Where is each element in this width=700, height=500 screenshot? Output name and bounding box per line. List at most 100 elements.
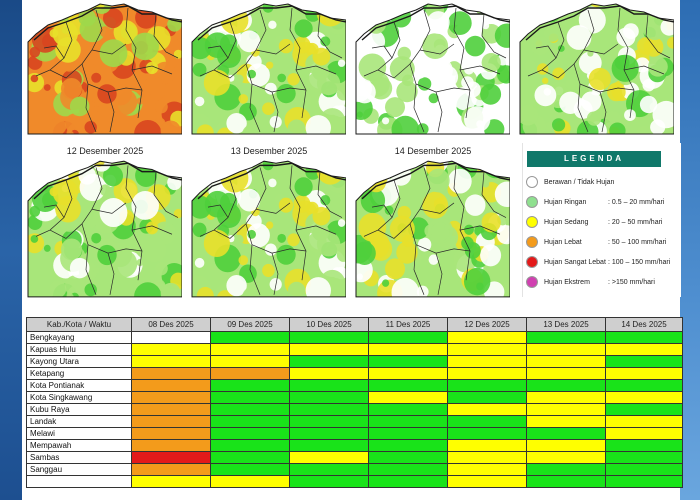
forecast-cell (289, 331, 369, 344)
table-row: Kayong Utara (26, 355, 683, 368)
table-row: Sanggau (26, 463, 683, 476)
forecast-cell (526, 427, 606, 440)
forecast-cell (605, 391, 683, 404)
forecast-cell (447, 427, 527, 440)
legend-label: Hujan Lebat (544, 239, 582, 246)
legend-swatch-icon (526, 176, 538, 188)
forecast-cell (131, 331, 211, 344)
legend-range: : >150 mm/hari (608, 279, 655, 286)
forecast-cell (368, 379, 448, 392)
forecast-cell (605, 343, 683, 356)
map-date-caption: 12 Desember 2025 (66, 146, 144, 156)
region-name: Kayong Utara (26, 355, 132, 368)
forecast-sheet: 12 Desember 2025 13 Desember 2025 14 Desem… (22, 0, 683, 500)
table-header-row: Kab./Kota / Waktu 08 Des 2025 09 Des 2025 1… (26, 317, 683, 332)
legend-label: Hujan Ekstrem (544, 279, 590, 286)
forecast-cell (289, 415, 369, 428)
region-name: Kota Pontianak (26, 379, 132, 392)
table-row: Landak (26, 415, 683, 428)
forecast-cell (131, 391, 211, 404)
forecast-cell (131, 427, 211, 440)
table-row: Melawi (26, 427, 683, 440)
forecast-cell (605, 403, 683, 416)
rainfall-map-svg (26, 0, 182, 136)
table-row: Ketapang (26, 367, 683, 380)
region-name: Ketapang (26, 367, 132, 380)
forecast-cell (210, 367, 290, 380)
region-name: Melawi (26, 427, 132, 440)
forecast-cell (368, 415, 448, 428)
forecast-cell (131, 415, 211, 428)
region-name: Sanggau (26, 463, 132, 476)
legend-label: Hujan Sedang (544, 219, 589, 226)
forecast-cell (526, 475, 606, 488)
table-row (26, 475, 683, 488)
forecast-cell (526, 331, 606, 344)
forecast-cell (289, 463, 369, 476)
forecast-cell (131, 343, 211, 356)
forecast-cell (447, 331, 527, 344)
forecast-cell (447, 355, 527, 368)
legend-range: : 100 – 150 mm/hari (608, 259, 671, 266)
forecast-cell (605, 427, 683, 440)
forecast-map: 12 Desember 2025 (26, 143, 184, 299)
forecast-map: 14 Desember 2025 (354, 143, 512, 299)
forecast-cell (131, 463, 211, 476)
legend-label: Hujan Ringan (544, 199, 587, 206)
forecast-cell (289, 355, 369, 368)
forecast-cell (131, 439, 211, 452)
legend-swatch-icon (526, 256, 538, 268)
forecast-cell (368, 427, 448, 440)
rainfall-map-svg (518, 0, 674, 136)
region-name: Bengkayang (26, 331, 132, 344)
forecast-cell (289, 403, 369, 416)
header-date: 10 Des 2025 (289, 317, 369, 332)
forecast-cell (526, 391, 606, 404)
forecast-cell (210, 451, 290, 464)
forecast-cell (210, 475, 290, 488)
forecast-cell (526, 403, 606, 416)
forecast-cell (368, 367, 448, 380)
forecast-cell (605, 439, 683, 452)
rainfall-map-svg (26, 157, 182, 299)
forecast-map (518, 0, 676, 136)
forecast-cell (526, 367, 606, 380)
forecast-cell (368, 475, 448, 488)
forecast-cell (447, 391, 527, 404)
forecast-cell (368, 331, 448, 344)
forecast-map (190, 0, 348, 136)
forecast-cell (526, 343, 606, 356)
region-name: Mempawah (26, 439, 132, 452)
forecast-cell (605, 415, 683, 428)
forecast-cell (289, 343, 369, 356)
forecast-cell (605, 463, 683, 476)
rainfall-map-svg (354, 0, 510, 136)
forecast-table: Kab./Kota / Waktu 08 Des 2025 09 Des 2025 1… (26, 317, 683, 488)
forecast-cell (368, 463, 448, 476)
legend-range: : 50 – 100 mm/hari (608, 239, 667, 246)
forecast-cell (210, 379, 290, 392)
table-row: Kota Singkawang (26, 391, 683, 404)
legend-range: : 20 – 50 mm/hari (608, 219, 663, 226)
forecast-cell (289, 451, 369, 464)
forecast-cell (210, 403, 290, 416)
forecast-cell (605, 331, 683, 344)
header-date: 11 Des 2025 (368, 317, 448, 332)
forecast-cell (368, 403, 448, 416)
header-date: 13 Des 2025 (526, 317, 606, 332)
forecast-cell (289, 427, 369, 440)
forecast-cell (605, 355, 683, 368)
forecast-cell (210, 355, 290, 368)
forecast-cell (526, 451, 606, 464)
forecast-cell (605, 451, 683, 464)
table-row: Sambas (26, 451, 683, 464)
forecast-cell (447, 475, 527, 488)
forecast-cell (526, 439, 606, 452)
forecast-cell (368, 451, 448, 464)
legend-swatch-icon (526, 216, 538, 228)
map-date-caption: 13 Desember 2025 (230, 146, 308, 156)
table-row: Kota Pontianak (26, 379, 683, 392)
background-left-panel (0, 0, 26, 500)
map-date-caption: 14 Desember 2025 (394, 146, 472, 156)
forecast-cell (289, 439, 369, 452)
